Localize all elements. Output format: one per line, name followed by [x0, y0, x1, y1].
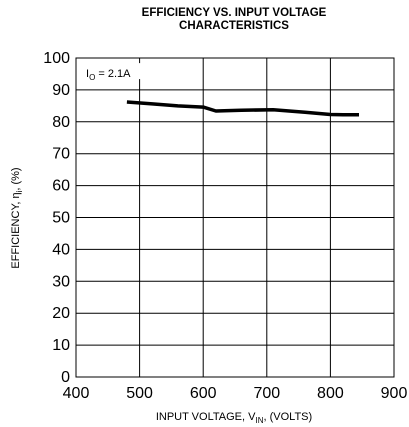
y-tick-label: 90	[52, 82, 70, 99]
y-tick-label: 10	[52, 337, 70, 354]
plot-frame	[75, 57, 395, 378]
y-axis-label-prefix: EFFICIENCY, η	[10, 192, 22, 268]
x-axis-label: INPUT VOLTAGE, VIN, (VOLTS)	[156, 411, 312, 425]
tick-labels: 0 10 20 30 40 50 60 70 80 90 100 400 500 600 700 800 900	[43, 50, 407, 402]
y-tick-label: 0	[61, 369, 70, 386]
chart-title-line-2: CHARACTERISTICS	[179, 20, 289, 32]
annotation-prefix: I	[86, 68, 89, 80]
x-tick-label: 700	[253, 385, 280, 402]
x-axis-label-subscript: IN	[255, 416, 263, 425]
y-axis-label-subscript: i	[15, 190, 24, 192]
chart-title-line-1: EFFICIENCY VS. INPUT VOLTAGE	[142, 7, 327, 19]
y-tick-label: 50	[52, 210, 70, 227]
annotation-background	[82, 63, 142, 80]
x-tick-label: 800	[317, 385, 344, 402]
y-tick-label: 100	[43, 50, 70, 67]
y-tick-label: 60	[52, 178, 70, 195]
y-axis-label: EFFICIENCY, ηi, (%)	[10, 167, 24, 268]
y-tick-label: 20	[52, 305, 70, 322]
x-axis-label-prefix: INPUT VOLTAGE, V	[156, 411, 256, 423]
grid	[75, 57, 395, 378]
y-tick-label: 70	[52, 146, 70, 163]
x-tick-label: 600	[190, 385, 217, 402]
annotation-suffix: = 2.1A	[95, 68, 131, 80]
x-axis-label-suffix: , (VOLTS)	[263, 411, 312, 423]
annotation-subscript: O	[89, 73, 95, 82]
y-axis-label-suffix: , (%)	[10, 167, 22, 190]
x-tick-label: 900	[381, 385, 408, 402]
y-tick-label: 40	[52, 241, 70, 258]
y-tick-label: 30	[52, 273, 70, 290]
y-tick-label: 80	[52, 114, 70, 131]
efficiency-series-line	[126, 100, 359, 117]
x-tick-label: 500	[126, 385, 153, 402]
x-tick-label: 400	[63, 385, 90, 402]
current-annotation: IO = 2.1A	[82, 63, 142, 82]
annotation-label: IO = 2.1A	[86, 68, 131, 82]
series-group	[126, 100, 359, 117]
